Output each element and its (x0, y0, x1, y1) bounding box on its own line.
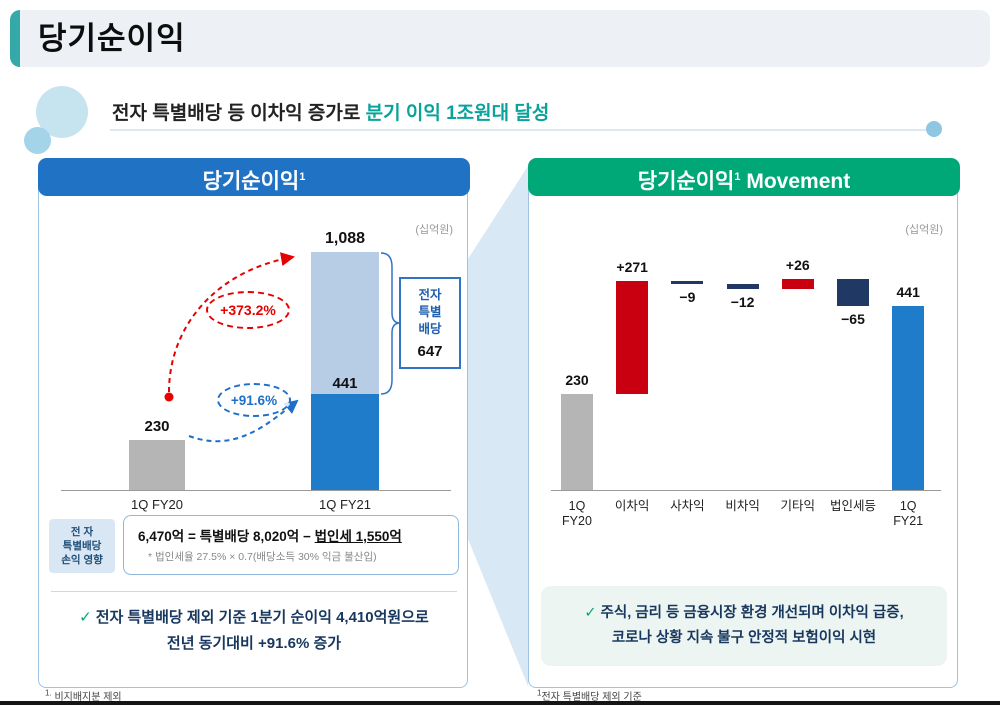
subtitle-underline (110, 129, 930, 131)
bar-value-label: 230 (144, 418, 170, 436)
footnote-right-text: 전자 특별배당 제외 기준 (541, 692, 642, 703)
callout-line: 전자 (418, 287, 442, 302)
right-key-message-box: ✓ 주식, 금리 등 금융시장 환경 개선되며 이차익 급증, 코로나 상황 지속… (541, 586, 947, 666)
bar-value-label: 441 (332, 375, 358, 392)
page-title: 당기순이익 (38, 21, 186, 56)
net-income-waterfall-chart: 230 1Q FY20 +271 이차익 −9 사차익 −12 비차익 +26 기타익 −65 법인세… (529, 225, 959, 528)
left-panel-header: 당기순이익1 (38, 158, 470, 196)
x-axis (551, 490, 941, 491)
x-axis-label: 1Q FY20 (562, 499, 592, 528)
left-panel-title: 당기순이익 (202, 170, 300, 193)
right-key-message-line1: ✓ 주식, 금리 등 금융시장 환경 개선되며 이차익 급증, (584, 601, 903, 626)
subtitle-end-dot (926, 121, 942, 137)
bar-segment (781, 278, 814, 290)
right-panel-header: 당기순이익1 Movement (528, 158, 960, 196)
bar-segment (726, 284, 759, 290)
bar-segment (129, 440, 185, 491)
left-chart-bars: 230 1,088 441 (39, 225, 469, 491)
right-key-message-text2: 코로나 상황 지속 불구 안정적 보험이익 시현 (611, 630, 877, 646)
formula-lead: 6,470억 (138, 529, 185, 544)
bar-segment (616, 280, 649, 395)
bar-value-label: −65 (841, 310, 865, 327)
right-key-message-line2: 코로나 상황 지속 불구 안정적 보험이익 시현 (612, 626, 876, 651)
bar-value-label: −9 (679, 289, 696, 306)
footnote-left-ref: 1. (45, 688, 52, 698)
left-key-message-line1: ✓ 전자 특별배당 제외 기준 1분기 순이익 4,410억원으로 (39, 605, 469, 631)
growth-badge-total: +373.2% (206, 291, 290, 329)
decorative-circle-small (24, 127, 51, 154)
callout-line: 배당 (418, 321, 442, 336)
x-axis-label-fy20: 1Q FY20 (130, 497, 184, 512)
impact-formula-note: * 법인세율 27.5% × 0.7(배당소득 30% 익금 불산입) (148, 551, 377, 563)
bar-segment (671, 280, 704, 285)
special-dividend-callout: 전자 특별 배당 647 (399, 277, 461, 369)
right-panel-title-footref: 1 (734, 171, 741, 183)
x-axis (61, 490, 451, 491)
impact-label-line: 전 자 (70, 526, 94, 538)
left-key-message-text1: 전자 특별배당 제외 기준 1분기 순이익 4,410억원으로 (95, 609, 429, 626)
waterfall-bars: 230 1Q FY20 +271 이차익 −9 사차익 −12 비차익 +26 기타익 −65 법인세… (529, 225, 959, 528)
impact-formula: 6,470억 = 특별배당 8,020억 − 법인세 1,550억 (138, 525, 450, 545)
footnote-left: 1. 비지배지분 제외 (45, 688, 122, 703)
footnote-left-text: 비지배지분 제외 (51, 692, 122, 703)
footnote-right-ref: 1 (537, 688, 542, 698)
check-icon: ✓ (584, 605, 597, 621)
x-axis-label: 법인세등 (829, 499, 876, 513)
x-axis-label: 기타익 (780, 499, 816, 513)
title-accent-bar (10, 10, 20, 67)
subtitle-plain-text: 전자 특별배당 등 이차익 증가로 (112, 103, 366, 124)
bar-value-label: −12 (730, 294, 755, 311)
left-key-message-line2: 전년 동기대비 +91.6% 증가 (39, 631, 469, 657)
bar-value-label: +26 (785, 256, 810, 273)
dividend-impact-label: 전 자 특별배당 손익 영향 (49, 519, 115, 573)
footnote-right: 1전자 특별배당 제외 기준 (537, 688, 642, 703)
bar-segment (892, 305, 925, 491)
bar-value-label: +271 (616, 258, 648, 275)
left-panel-divider (51, 591, 457, 592)
net-income-movement-panel: 당기순이익1 Movement (십억원) 230 1Q FY20 +271 이차익 −… (528, 158, 960, 688)
impact-label-line: 특별배당 (62, 540, 102, 552)
left-key-message-text2: 전년 동기대비 +91.6% 증가 (166, 635, 342, 652)
net-income-bar-chart: 230 1,088 441 +373.2% +91.6% 전자 특별 배당 647 … (39, 225, 469, 512)
bar-segment (311, 394, 379, 491)
bar-value-label: 1,088 (324, 229, 366, 247)
subtitle-highlight-text: 분기 이익 1조원대 달성 (365, 103, 550, 124)
x-axis-label: 이차익 (614, 499, 650, 513)
x-axis-label: 비차익 (725, 499, 760, 513)
formula-tax: 법인세 1,550억 (314, 529, 402, 544)
bar-value-label: 230 (565, 372, 589, 389)
impact-label-line: 손익 영향 (61, 554, 103, 566)
x-axis-label-fy21: 1Q FY21 (318, 497, 372, 512)
x-axis-label: 사차익 (670, 499, 705, 513)
subtitle: 전자 특별배당 등 이차익 증가로 분기 이익 1조원대 달성 (112, 98, 549, 125)
right-panel-title-suffix: Movement (740, 170, 851, 193)
left-panel-title-footref: 1 (299, 171, 306, 183)
slide-bottom-rule (0, 701, 1000, 705)
dividend-impact-formula-box: 6,470억 = 특별배당 8,020억 − 법인세 1,550억 * 법인세율… (123, 515, 459, 575)
formula-mid: = 특별배당 8,020억 − (184, 529, 315, 544)
bar-segment (837, 278, 869, 306)
right-panel-title: 당기순이익 (637, 170, 735, 193)
left-key-message: ✓ 전자 특별배당 제외 기준 1분기 순이익 4,410억원으로 전년 동기대비… (39, 605, 469, 657)
bar-segment (311, 251, 379, 394)
bar-segment (561, 394, 593, 491)
check-icon: ✓ (79, 609, 92, 626)
title-bar: 당기순이익 (10, 10, 990, 67)
net-income-panel: 당기순이익1 (십억원) 230 1,088 441 +373.2% +91.6% … (38, 158, 470, 688)
right-key-message-text1: 주식, 금리 등 금융시장 환경 개선되며 이차익 급증, (600, 605, 904, 621)
growth-badge-excl-dividend: +91.6% (217, 383, 291, 417)
bar-value-label: 441 (896, 283, 920, 300)
unit-label: (십억원) (905, 224, 943, 236)
unit-label: (십억원) (415, 224, 453, 236)
callout-value: 647 (417, 342, 443, 360)
x-axis-label: 1Q FY21 (893, 499, 924, 528)
callout-line: 특별 (418, 304, 442, 319)
